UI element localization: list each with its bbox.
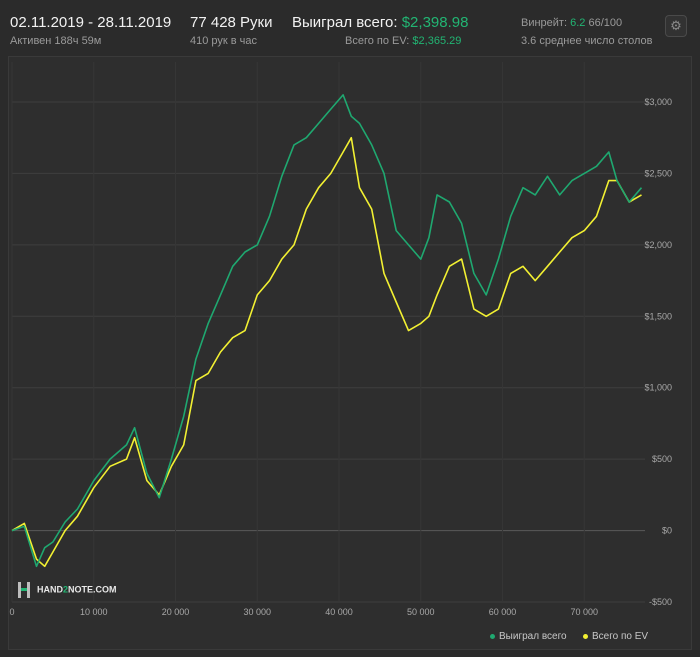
hands-per-hour: 410 рук в час	[190, 35, 258, 47]
legend-label-ev: Всего по EV	[592, 631, 649, 642]
y-tick-label: $2,500	[644, 168, 672, 178]
hand2note-logo: HAND2NOTE.COM	[17, 580, 117, 600]
y-tick-label: $3,000	[644, 97, 672, 107]
logo-text-a: HAND	[37, 584, 63, 595]
hand2note-logo-icon	[18, 582, 30, 598]
x-tick-label: 50 000	[407, 607, 435, 617]
x-tick-label: 20 000	[162, 607, 190, 617]
legend-dot-ev	[583, 633, 588, 639]
legend-label-won: Выиграл всего	[499, 631, 567, 642]
legend-item-ev[interactable]: Всего по EV	[583, 631, 648, 642]
logo-text-b: 2	[63, 584, 69, 595]
header: 02.11.2019 - 28.11.2019 Активен 188ч 59м…	[0, 0, 700, 52]
x-tick-label: 70 000	[571, 607, 599, 617]
x-tick-label: 60 000	[489, 607, 517, 617]
y-tick-label: $2,000	[644, 240, 672, 250]
won-value: $2,398.98	[401, 14, 469, 31]
y-axis-ticks: -$500 $0 $500 $1,000 $1,500 $2,000 $2,500 $3,00…	[644, 97, 672, 607]
x-tick-label: 0	[9, 607, 14, 617]
y-tick-label: $1,000	[644, 383, 672, 393]
grid	[11, 62, 645, 603]
chart-panel	[8, 56, 692, 650]
ev-value: $2,365.29	[412, 35, 462, 47]
series-lines	[11, 94, 643, 568]
y-tick-label: $1,500	[644, 311, 672, 321]
won-label: Выиграл всего:	[292, 14, 398, 31]
series-line-won	[11, 94, 643, 568]
x-axis-ticks: 0 10 000 20 000 30 000 40 000 50 000 60 000 70 …	[9, 607, 598, 617]
x-tick-label: 30 000	[243, 607, 271, 617]
ev-total: Всего по EV: $2,365.29	[345, 35, 461, 47]
date-range[interactable]: 02.11.2019 - 28.11.2019	[10, 14, 172, 31]
settings-gear-icon[interactable]: ⚙	[665, 15, 687, 37]
winrate-label: Винрейт:	[521, 17, 568, 29]
y-tick-label: $0	[662, 526, 672, 536]
winrate-value: 6.2	[570, 17, 586, 29]
hands-count: 77 428 Руки	[190, 14, 273, 31]
ev-label: Всего по EV:	[345, 35, 410, 47]
winrate-hands: 66/100	[588, 17, 623, 29]
logo-text-c: NOTE.COM	[68, 584, 117, 595]
legend-item-won[interactable]: Выиграл всего	[490, 631, 567, 642]
winrate: Винрейт: 6.2 66/100	[521, 17, 622, 29]
y-tick-label: $500	[652, 454, 672, 464]
x-tick-label: 10 000	[80, 607, 108, 617]
avg-tables: 3.6 среднее число столов	[521, 35, 653, 47]
won-total: Выиграл всего: $2,398.98	[292, 14, 468, 31]
active-time: Активен 188ч 59м	[10, 35, 102, 47]
y-tick-label: -$500	[649, 597, 672, 607]
series-line-ev	[11, 136, 642, 568]
x-tick-label: 40 000	[325, 607, 353, 617]
legend-dot-won	[490, 633, 495, 639]
